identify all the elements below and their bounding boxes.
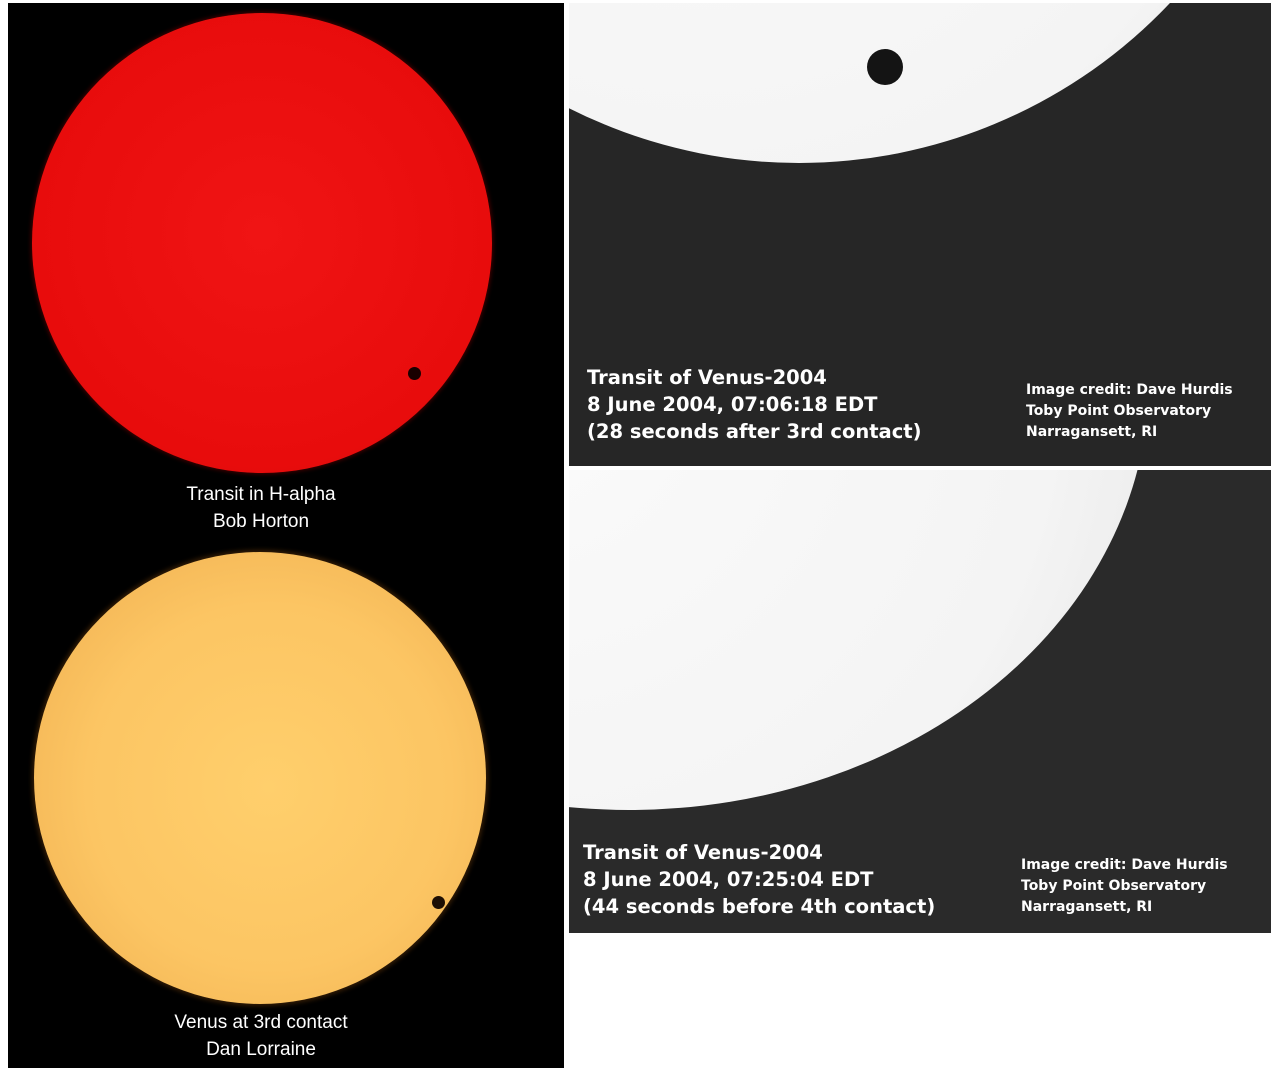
image-credit: Image credit: Dave Hurdis Toby Point Obs… (1021, 855, 1228, 918)
credit-location: Narragansett, RI (1026, 424, 1158, 440)
third-contact-caption: Venus at 3rd contact Dan Lorraine (8, 1009, 514, 1063)
credit-photographer: Image credit: Dave Hurdis (1026, 382, 1233, 398)
venus-silhouette (408, 367, 421, 380)
caption-title: Venus at 3rd contact (174, 1012, 348, 1033)
yellow-sun-disk (34, 552, 486, 1004)
third-contact-photo-panel: Venus at 3rd contact Dan Lorraine (8, 540, 564, 1068)
caption-author: Bob Horton (212, 511, 310, 532)
bw-transit-photo-bottom: Transit of Venus-2004 8 June 2004, 07:25… (569, 470, 1271, 933)
credit-observatory: Toby Point Observatory (1021, 878, 1207, 894)
image-credit: Image credit: Dave Hurdis Toby Point Obs… (1026, 380, 1233, 443)
venus-silhouette (867, 49, 903, 85)
caption-title: Transit in H-alpha (186, 484, 336, 505)
venus-silhouette (432, 896, 445, 909)
transit-info: Transit of Venus-2004 8 June 2004, 07:25… (583, 839, 935, 920)
transit-note: (44 seconds before 4th contact) (583, 895, 936, 918)
transit-title: Transit of Venus-2004 (587, 366, 827, 389)
credit-location: Narragansett, RI (1021, 899, 1153, 915)
h-alpha-caption: Transit in H-alpha Bob Horton (8, 481, 514, 535)
bw-transit-photo-top: Transit of Venus-2004 8 June 2004, 07:06… (569, 3, 1271, 466)
h-alpha-photo-panel: Transit in H-alpha Bob Horton (8, 3, 564, 540)
credit-photographer: Image credit: Dave Hurdis (1021, 857, 1228, 873)
transit-info: Transit of Venus-2004 8 June 2004, 07:06… (587, 364, 922, 445)
transit-datetime: 8 June 2004, 07:25:04 EDT (583, 868, 874, 891)
red-sun-disk (32, 13, 492, 473)
caption-author: Dan Lorraine (206, 1039, 316, 1060)
transit-datetime: 8 June 2004, 07:06:18 EDT (587, 393, 878, 416)
credit-observatory: Toby Point Observatory (1026, 403, 1212, 419)
transit-note: (28 seconds after 3rd contact) (587, 420, 922, 443)
transit-title: Transit of Venus-2004 (583, 841, 823, 864)
white-sun-limb (569, 3, 1271, 163)
white-sun-limb (569, 470, 1149, 810)
